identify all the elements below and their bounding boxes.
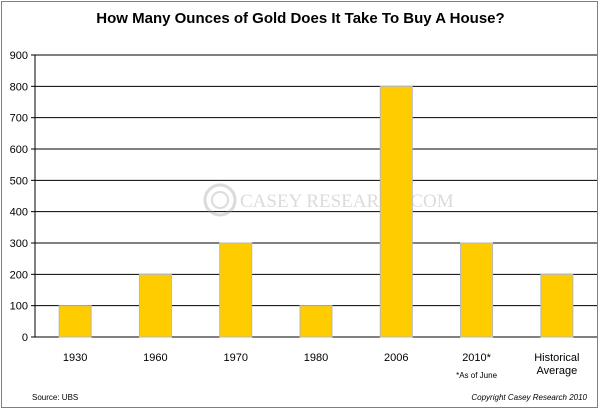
x-tick-label: 1970 bbox=[223, 352, 247, 364]
x-tick-label: 2010* bbox=[462, 352, 491, 364]
y-tick-label: 600 bbox=[10, 144, 28, 156]
x-tick-labels: 1930 1960 1970 1980 2006 2010* *As of June Hist… bbox=[63, 352, 580, 380]
source-note: Source: UBS bbox=[32, 393, 79, 402]
x-tick-label: 2006 bbox=[384, 352, 408, 364]
x-tick-label: 1930 bbox=[63, 352, 87, 364]
gridlines bbox=[35, 54, 597, 307]
bar-1930 bbox=[58, 305, 92, 338]
casey-research-watermark: CASEY RESEARCH.COM bbox=[203, 183, 454, 217]
x-tick-label: 1980 bbox=[304, 352, 328, 364]
y-tick-label: 700 bbox=[10, 113, 28, 125]
x-tick-label: 1960 bbox=[143, 352, 167, 364]
bar-historical-average bbox=[540, 273, 574, 338]
x-tick-label: Average bbox=[536, 365, 577, 377]
watermark-text: CASEY RESEARCH.COM bbox=[240, 191, 454, 212]
y-tick-label: 0 bbox=[22, 332, 28, 344]
bar-2010- bbox=[460, 242, 494, 338]
y-tick-label: 100 bbox=[10, 301, 28, 313]
bar-1980 bbox=[299, 305, 333, 338]
y-tick-label: 200 bbox=[10, 269, 28, 281]
chart-title: How Many Ounces of Gold Does It Take To … bbox=[96, 10, 505, 27]
category-note: *As of June bbox=[456, 371, 497, 380]
y-tick-label: 300 bbox=[10, 238, 28, 250]
bar-2006 bbox=[379, 85, 413, 338]
y-tick-label: 500 bbox=[10, 175, 28, 187]
bars bbox=[58, 85, 574, 338]
copyright-note: Copyright Casey Research 2010 bbox=[471, 393, 587, 402]
y-tick-label: 800 bbox=[10, 81, 28, 93]
bar-1960 bbox=[138, 273, 172, 338]
y-tick-labels: 0 100 200 300 400 500 600 700 800 900 bbox=[10, 50, 28, 344]
y-tick-label: 900 bbox=[10, 50, 28, 62]
bar-1970 bbox=[219, 242, 253, 338]
x-tick-label: Historical bbox=[534, 352, 579, 364]
y-tick-label: 400 bbox=[10, 207, 28, 219]
